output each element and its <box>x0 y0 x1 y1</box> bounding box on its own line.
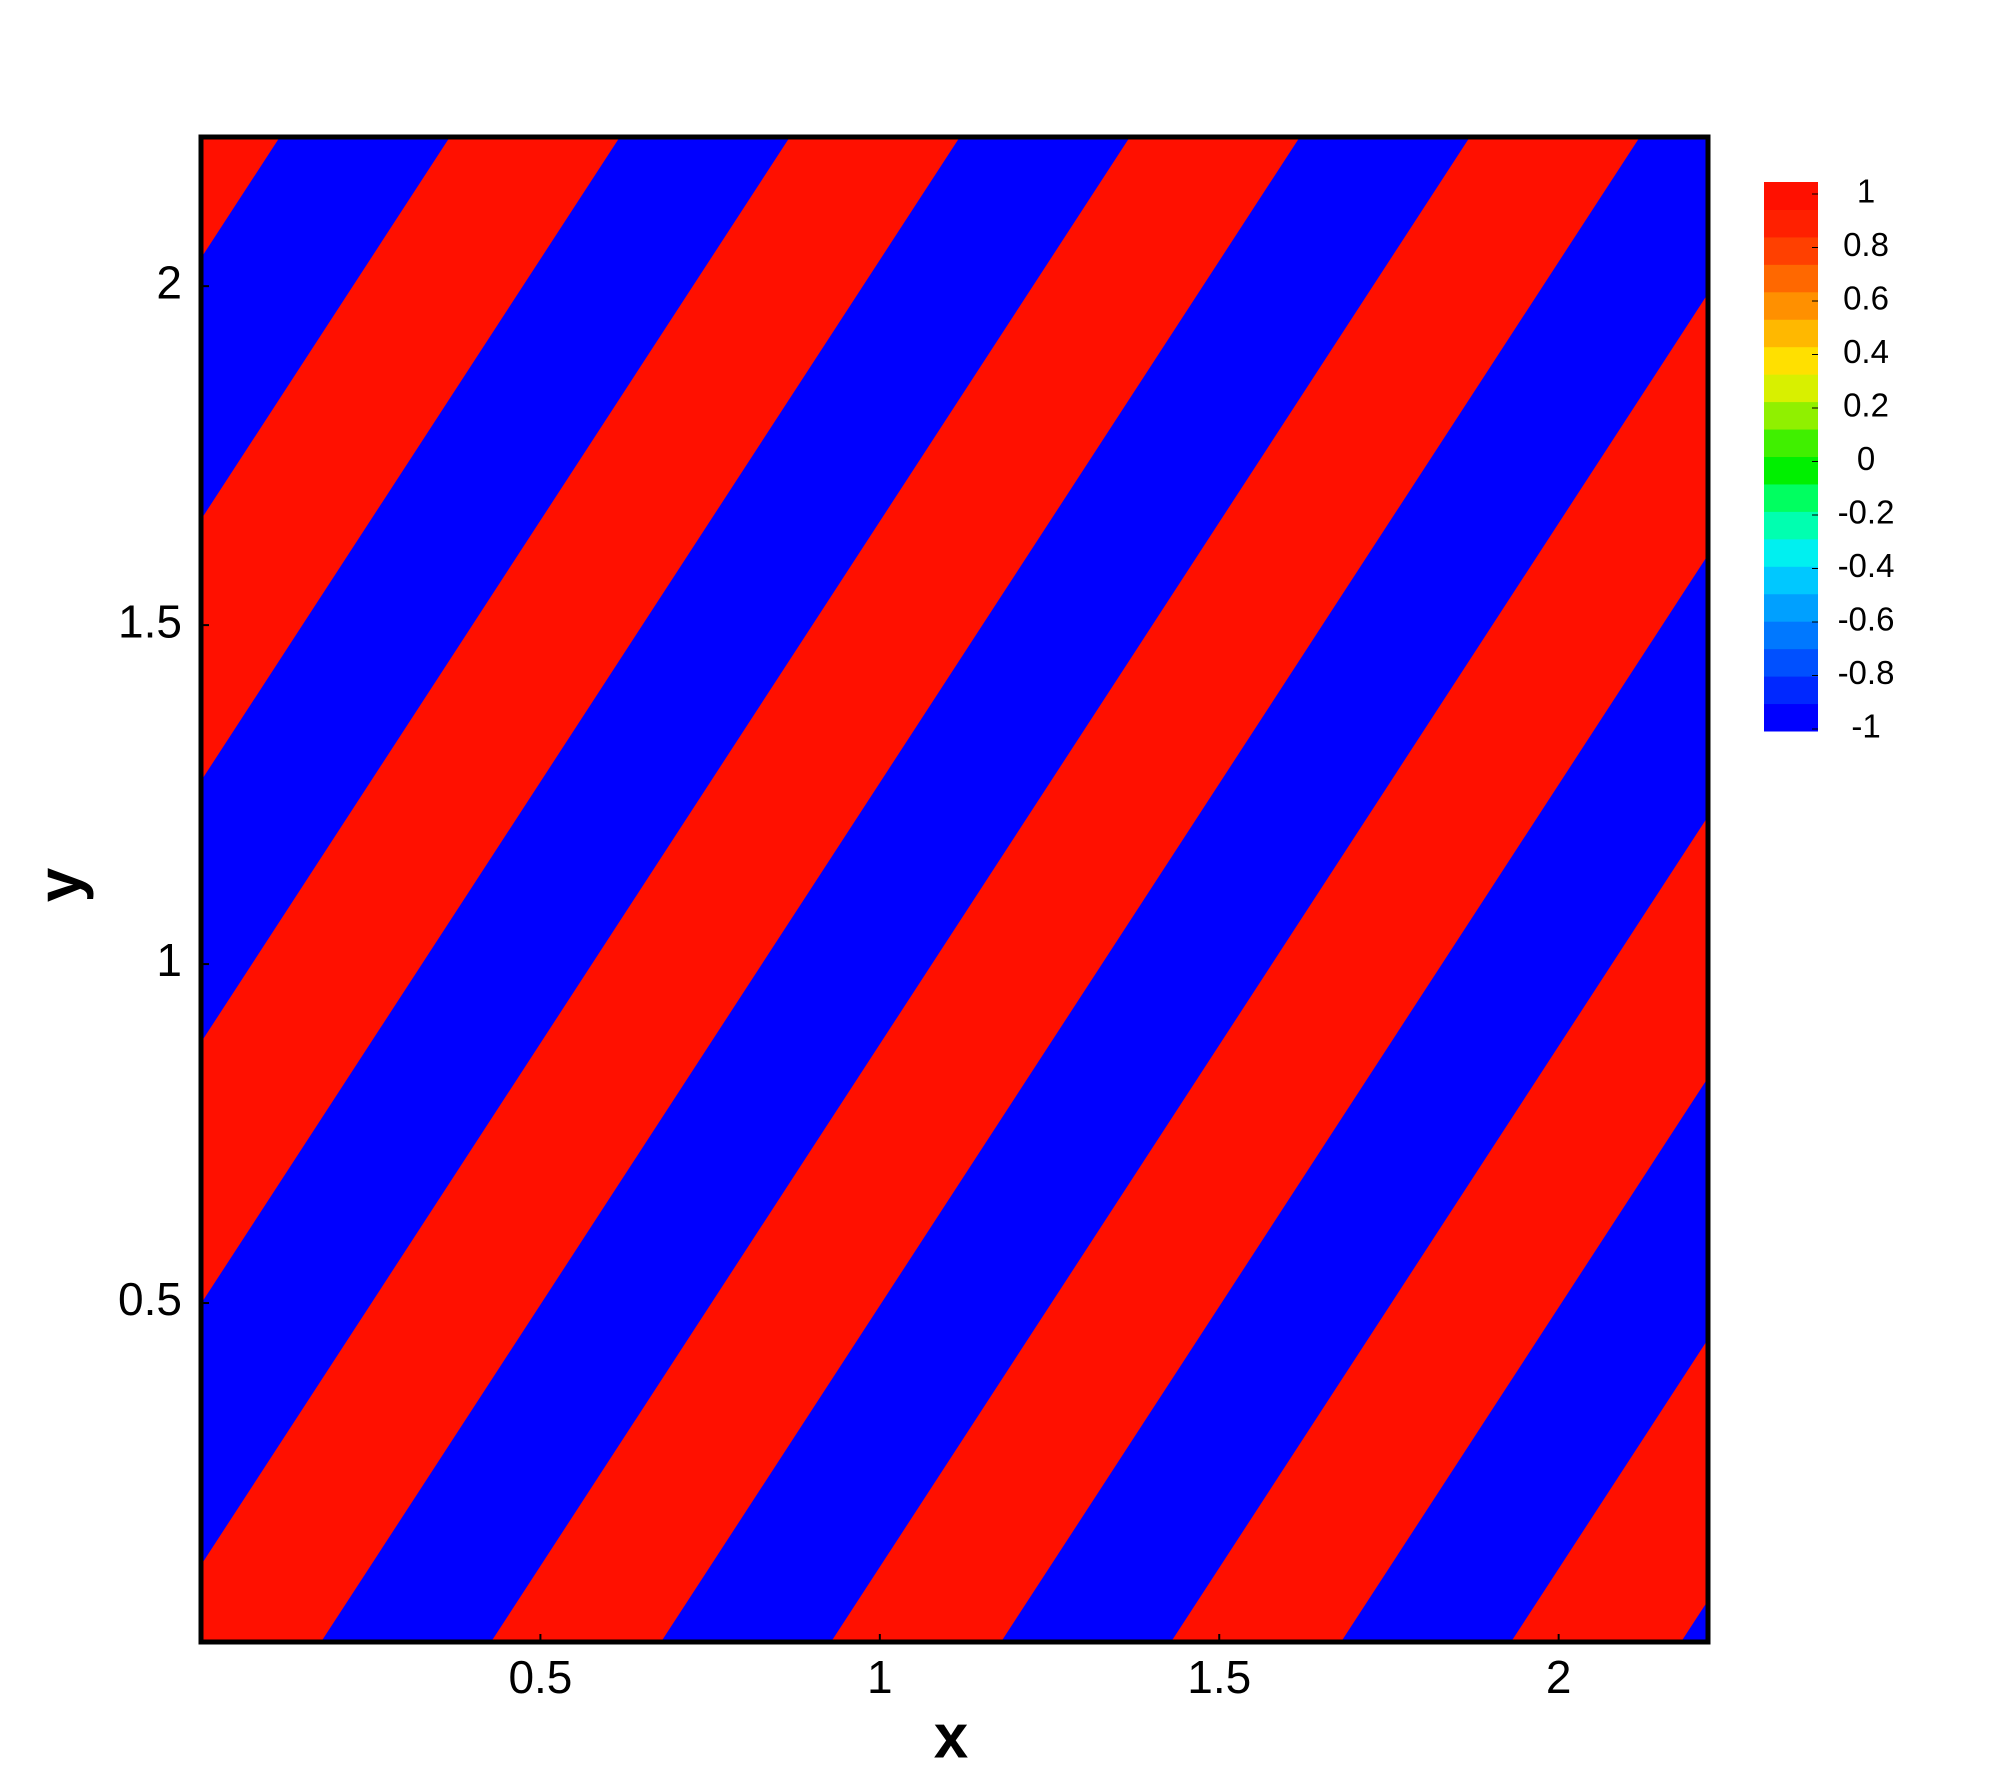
colorbar-band <box>1764 401 1818 430</box>
plot-frame <box>198 134 1711 1645</box>
y-tick-label: 1 <box>156 934 182 986</box>
colorbar-band <box>1764 319 1818 348</box>
colorbar-band <box>1764 676 1818 705</box>
colorbar-tick-label: -1 <box>1851 708 1880 745</box>
x-tick-label: 1 <box>867 1651 893 1703</box>
colorbar-band <box>1764 429 1818 457</box>
colorbar-tick-label: 0.6 <box>1843 280 1889 317</box>
colorbar-band <box>1764 538 1818 567</box>
x-tick-label: 1.5 <box>1187 1651 1251 1703</box>
field-stripe <box>321 137 1470 1642</box>
colorbar-band <box>1764 374 1818 403</box>
colorbar-band <box>1764 456 1818 485</box>
field-stripe <box>1341 1077 1708 1642</box>
colorbar-band <box>1764 291 1818 320</box>
y-tick-label: 0.5 <box>118 1273 182 1325</box>
x-tick-label: 2 <box>1546 1651 1572 1703</box>
colorbar-tick-label: 0.4 <box>1843 333 1889 370</box>
colorbar-tick-label: 0 <box>1857 440 1875 477</box>
colorbar-band <box>1764 182 1818 210</box>
field-stripe <box>201 137 790 1043</box>
colorbar-band <box>1764 209 1818 238</box>
colorbar-band <box>1764 621 1818 650</box>
colorbar-band <box>1764 566 1818 595</box>
colorbar-tick-label: -0.2 <box>1838 494 1895 531</box>
colorbar-band <box>1764 703 1818 732</box>
field-stripe <box>1681 1600 1708 1642</box>
colorbar-band <box>1764 511 1818 540</box>
colorbar-band <box>1764 346 1818 375</box>
colorbar-band <box>1764 264 1818 293</box>
colorbar-band <box>1764 648 1818 677</box>
colorbar-tick-label: -0.6 <box>1838 601 1895 638</box>
colorbar-tick-label: 0.2 <box>1843 387 1889 424</box>
field-stripe <box>661 137 1708 1642</box>
y-tick-label: 2 <box>156 256 182 308</box>
colorbar: 1 0.8 0.6 0.4 0.2 0 -0.2 -0.4 -0.6 -0.8 -1 <box>1764 173 1894 745</box>
field-stripe <box>201 137 1130 1566</box>
field-stripe <box>201 137 450 520</box>
colorbar-tick-label: 0.8 <box>1843 226 1889 263</box>
colorbar-tick-label: 1 <box>1857 173 1875 210</box>
colorbar-tick-label: -0.4 <box>1838 547 1895 584</box>
colorbar-tick-label: -0.8 <box>1838 654 1895 691</box>
x-axis-label: x <box>934 1702 969 1771</box>
y-tick-label: 1.5 <box>118 595 182 647</box>
contour-field <box>201 137 1708 1642</box>
x-tick-label: 0.5 <box>508 1651 572 1703</box>
colorbar-band <box>1764 593 1818 622</box>
y-axis-label: y <box>25 867 94 902</box>
field-stripe <box>1001 554 1708 1642</box>
colorbar-band <box>1764 236 1818 265</box>
colorbar-band <box>1764 483 1818 512</box>
